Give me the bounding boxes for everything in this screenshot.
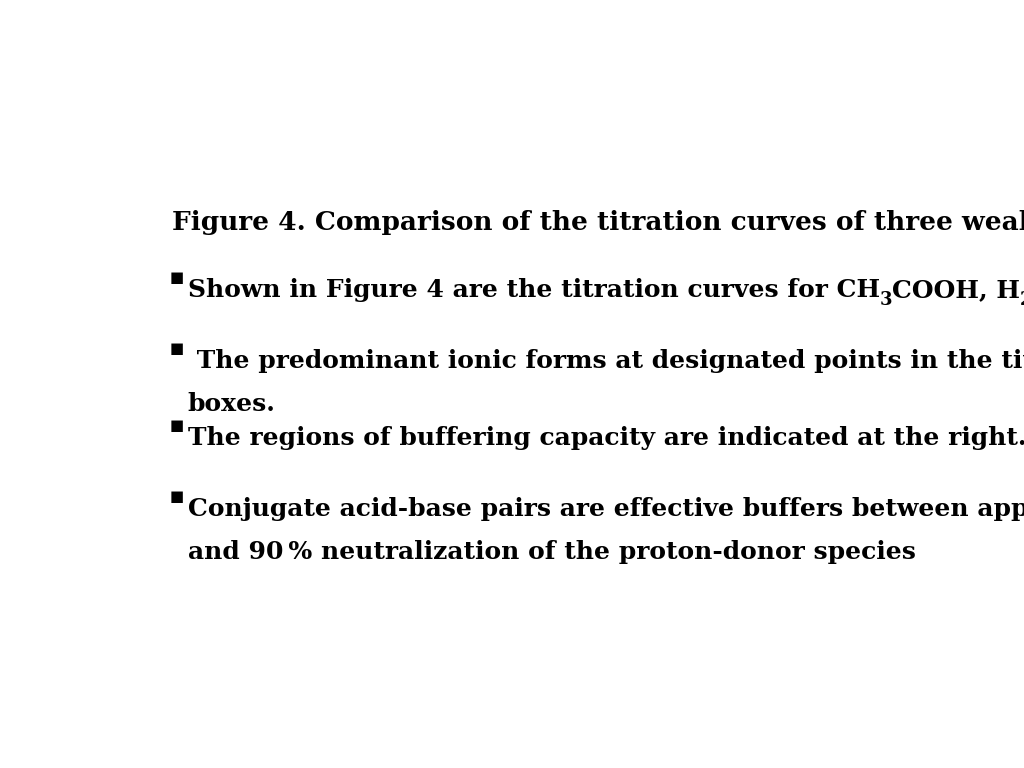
Text: The predominant ionic forms at designated points in the titration are given in: The predominant ionic forms at designate… (187, 349, 1024, 373)
Text: The regions of buffering capacity are indicated at the right.: The regions of buffering capacity are in… (187, 426, 1024, 450)
Text: ■: ■ (169, 490, 183, 505)
Text: 3: 3 (880, 291, 892, 310)
Text: Shown in Figure 4 are the titration curves for CH: Shown in Figure 4 are the titration curv… (187, 279, 880, 303)
Text: and 90 % neutralization of the proton-donor species: and 90 % neutralization of the proton-do… (187, 540, 915, 564)
Text: Conjugate acid-base pairs are effective buffers between approximately 10 %: Conjugate acid-base pairs are effective … (187, 497, 1024, 521)
Text: boxes.: boxes. (187, 392, 275, 416)
Text: COOH, H: COOH, H (892, 279, 1020, 303)
Text: 2: 2 (1020, 291, 1024, 310)
Text: Figure 4. Comparison of the titration curves of three weak acids: Figure 4. Comparison of the titration cu… (172, 210, 1024, 236)
Text: ■: ■ (169, 343, 183, 356)
Text: ■: ■ (169, 271, 183, 286)
Text: ■: ■ (169, 419, 183, 433)
